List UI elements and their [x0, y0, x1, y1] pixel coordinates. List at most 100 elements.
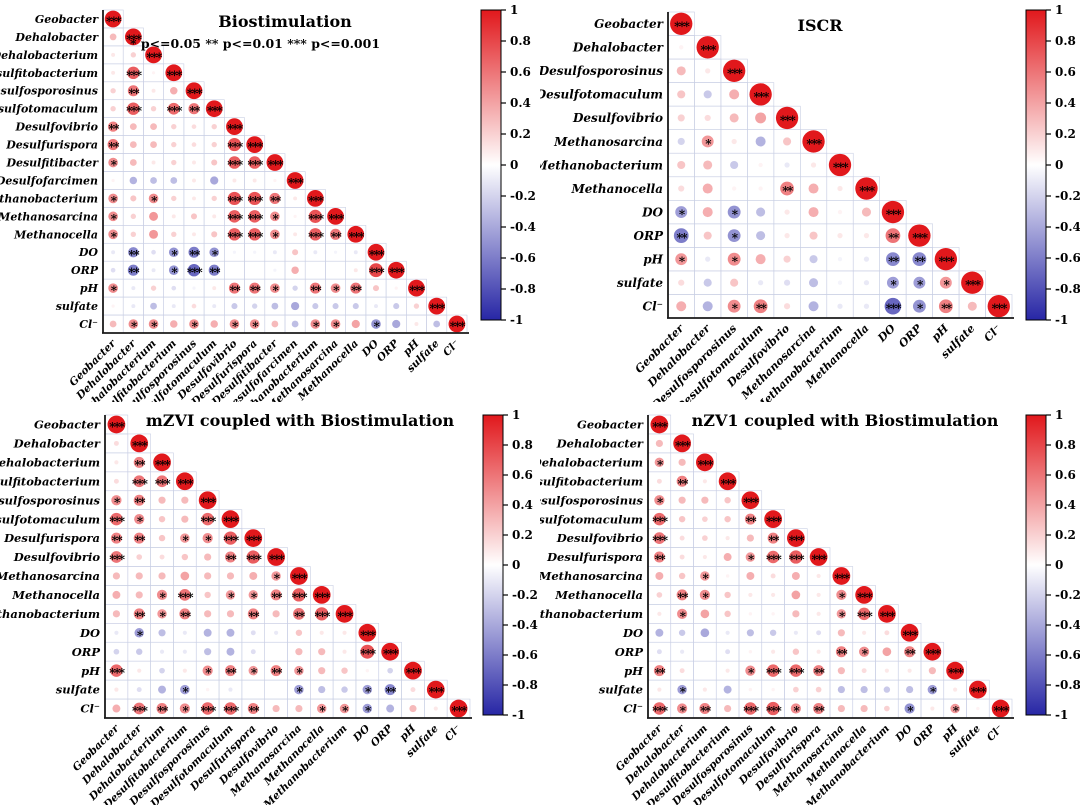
colorbar-tick-label: -0.2	[1055, 189, 1080, 203]
corr-bubble	[192, 232, 196, 237]
significance-star: *	[953, 704, 960, 718]
corr-bubble	[248, 228, 261, 241]
corr-bubble	[253, 250, 257, 254]
significance-star: *	[313, 320, 320, 334]
corr-bubble	[677, 90, 686, 99]
corr-bubble	[272, 250, 277, 255]
panel-iscr: *** *** *** *** *** * *** *** ** *** * * *** ** * ** ***…	[540, 0, 1080, 402]
corr-bubble	[159, 667, 165, 674]
corr-bubble	[860, 704, 868, 713]
corr-bubble	[248, 156, 261, 169]
corr-bubble	[274, 650, 278, 654]
corr-bubble	[318, 667, 326, 675]
corr-bubble	[292, 249, 299, 256]
corr-bubble	[837, 257, 843, 262]
corr-bubble	[724, 515, 731, 523]
corr-bubble	[813, 665, 825, 677]
axis-labels: GeobacterGeobacterDehalobacterDehalobact…	[540, 418, 1006, 805]
corr-bubble	[725, 574, 730, 578]
corr-bubble	[702, 301, 713, 312]
corr-bubble	[702, 535, 708, 541]
corr-bubble	[837, 629, 845, 637]
corr-bubble	[182, 649, 187, 654]
corr-bubble	[792, 610, 800, 618]
corr-bubble	[755, 136, 766, 147]
colorbar-tick-label: -0.4	[512, 618, 538, 632]
corr-bubble	[342, 630, 347, 635]
corr-bubble	[107, 139, 119, 151]
corr-bubble	[151, 268, 156, 273]
corr-bubble	[251, 688, 255, 691]
corr-bubble	[148, 193, 159, 204]
corr-bubble	[130, 213, 137, 220]
row-label: Methanocella	[11, 588, 100, 602]
corr-bubble	[358, 623, 377, 642]
row-label: DO	[622, 626, 643, 640]
corr-bubble	[882, 647, 892, 657]
significance-star: ***	[126, 104, 143, 118]
corr-bubble	[381, 642, 400, 661]
significance-star: **	[677, 590, 689, 604]
corr-bubble	[158, 496, 166, 504]
corr-bubble	[769, 629, 777, 636]
corr-bubble	[228, 282, 240, 294]
significance-stars: ****************************************…	[109, 420, 469, 718]
axis-lines	[667, 12, 1014, 319]
corr-bubble	[725, 536, 730, 541]
corr-bubble	[881, 200, 905, 224]
corr-bubble	[675, 253, 688, 266]
significance-star: *	[171, 266, 178, 280]
corr-bubble	[678, 185, 685, 192]
significance-star: ***	[971, 685, 988, 699]
corr-bubble	[900, 623, 919, 642]
row-label: Cl⁻	[80, 702, 100, 716]
corr-bubble	[409, 704, 417, 713]
corr-bubble	[247, 703, 259, 715]
colorbar-tick-label: 0	[512, 558, 520, 572]
corr-bubble	[111, 304, 115, 308]
significance-star: ***	[292, 590, 309, 604]
colorbar: 1 0.8 0.6 0.4 0.2 0 -0.2 -0.4 -0.6 -0.8 -1	[1025, 408, 1080, 722]
corr-bubble	[677, 114, 685, 122]
row-label: Geobacter	[34, 418, 101, 432]
corr-bubble	[313, 250, 318, 255]
row-label: Methanosarcina	[540, 569, 643, 583]
corr-bubble	[784, 162, 790, 168]
corr-bubble	[211, 159, 218, 166]
corr-bubble	[167, 102, 180, 115]
corr-bubble	[133, 702, 146, 715]
significance-star: ***	[292, 571, 309, 585]
row-label: pH	[80, 282, 99, 295]
corr-bubble	[274, 688, 278, 691]
significance-star: *	[274, 571, 281, 585]
corr-bubble	[863, 232, 870, 239]
corr-bubble	[923, 642, 942, 661]
corr-bubble	[253, 268, 256, 272]
corr-bubble	[723, 685, 732, 694]
corr-bubble	[729, 89, 740, 100]
colorbar-tick-label: 1	[510, 3, 518, 17]
colorbar-tick-label: 0	[1055, 158, 1063, 172]
row-label: Dehalobacter	[556, 437, 644, 451]
corr-bubble	[725, 630, 730, 635]
corr-bubble	[108, 229, 118, 240]
corr-bubble	[784, 232, 790, 239]
corr-bubble	[150, 285, 157, 291]
significance-star: *	[111, 284, 118, 298]
colorbar-tick-label: 0.2	[1055, 528, 1076, 542]
corr-bubble	[727, 229, 741, 243]
corr-bubble	[108, 157, 118, 168]
colorbar-tick-label: -0.8	[1055, 678, 1080, 692]
corr-bubble	[410, 687, 416, 693]
colorbar-tick-label: 0.2	[512, 528, 533, 542]
corr-bubble	[912, 252, 927, 267]
corr-bubble	[270, 211, 280, 222]
axis-lines	[104, 415, 472, 719]
corr-bubble	[334, 268, 337, 272]
corr-bubble	[252, 178, 257, 183]
corr-bubble	[783, 137, 792, 146]
corr-bubble	[678, 572, 686, 580]
corr-bubble	[793, 630, 798, 635]
corr-bubble	[816, 573, 821, 579]
corr-bubble	[677, 160, 686, 170]
